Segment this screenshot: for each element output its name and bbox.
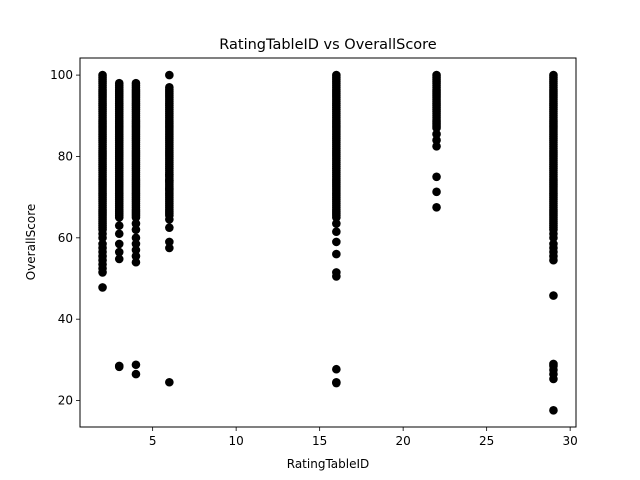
x-tick-label: 15: [312, 434, 327, 448]
data-point-outlier: [165, 184, 174, 194]
data-point-outlier: [549, 291, 558, 300]
data-point-outlier: [332, 377, 341, 387]
data-point-outlier: [114, 229, 124, 239]
data-point: [432, 70, 441, 80]
x-axis: 5 10 15 20 25 30: [149, 427, 578, 448]
data-point-outlier: [165, 237, 174, 247]
y-tick-label: 20: [58, 394, 73, 408]
data-point-outlier: [114, 247, 124, 257]
data-point-outlier: [432, 203, 441, 212]
data-point-outlier: [131, 257, 141, 267]
data-point-outlier: [114, 221, 124, 230]
plot-frame: [79, 57, 577, 428]
data-point-outlier: [332, 364, 341, 374]
data-point-outlier: [131, 369, 141, 379]
x-tick-label: 30: [563, 434, 578, 448]
chart-title: RatingTableID vs OverallScore: [219, 37, 437, 53]
data-point-outlier: [131, 239, 141, 249]
data-point-outlier: [165, 377, 174, 387]
data-point-outlier: [131, 360, 141, 370]
data-point-outlier: [114, 361, 124, 371]
data-point: [332, 70, 341, 80]
y-axis-label: OverallScore: [24, 204, 38, 281]
data-point-outlier: [114, 254, 124, 264]
x-axis-label: RatingTableID: [287, 457, 370, 471]
data-point-outlier: [432, 172, 441, 182]
data-point-outlier: [98, 229, 107, 239]
y-tick-label: 60: [58, 231, 73, 245]
points-layer: [98, 70, 558, 415]
data-point-outlier: [549, 229, 558, 239]
data-point-outlier: [432, 187, 441, 197]
data-point: [549, 70, 558, 80]
y-tick-label: 40: [58, 312, 73, 326]
x-tick-label: 5: [149, 434, 157, 448]
data-point-outlier: [432, 141, 441, 151]
data-point: [131, 78, 141, 88]
data-point-outlier: [165, 243, 174, 253]
y-tick-label: 80: [58, 149, 73, 163]
y-tick-label: 100: [50, 68, 73, 82]
data-point-outlier: [332, 268, 341, 277]
x-tick-label: 25: [479, 434, 494, 448]
data-point: [165, 82, 174, 92]
y-axis: 20 40 60 80 100: [50, 68, 80, 408]
data-point-outlier: [165, 70, 174, 80]
data-point-outlier: [98, 239, 107, 249]
x-tick-label: 10: [229, 434, 244, 448]
data-point-outlier: [549, 239, 558, 249]
data-point-outlier: [432, 129, 441, 139]
data-point-outlier: [549, 359, 558, 369]
data-point-outlier: [165, 223, 174, 232]
data-point-outlier: [114, 239, 124, 249]
data-point-outlier: [131, 233, 141, 243]
data-point-outlier: [165, 176, 174, 186]
data-point-outlier: [332, 219, 341, 228]
data-point-outlier: [131, 251, 141, 261]
data-point-outlier: [332, 227, 341, 237]
data-point-outlier: [131, 219, 141, 228]
x-tick-label: 20: [396, 434, 411, 448]
data-point-outlier: [332, 237, 341, 247]
data-point-outlier: [98, 283, 107, 292]
data-point-outlier: [549, 406, 558, 415]
data-point-outlier: [165, 170, 174, 180]
data-point-outlier: [432, 135, 441, 145]
data-point-outlier: [165, 211, 174, 220]
data-point-outlier: [131, 225, 141, 234]
data-point: [114, 78, 124, 88]
data-point-outlier: [332, 249, 341, 259]
data-point: [98, 70, 107, 80]
data-point-outlier: [131, 245, 141, 255]
